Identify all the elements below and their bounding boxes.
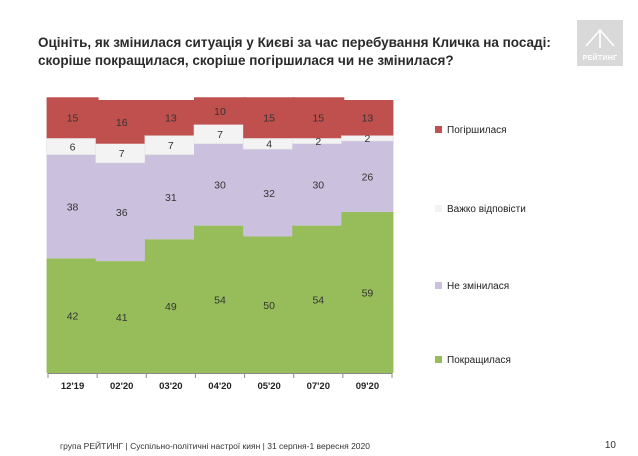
data-label: 16 xyxy=(116,117,128,129)
legend-label: Покращилася xyxy=(447,355,511,366)
data-label: 2 xyxy=(315,136,321,148)
bar-segment xyxy=(292,97,345,139)
data-label: 15 xyxy=(67,113,79,125)
data-label: 2 xyxy=(365,133,371,145)
data-label: 36 xyxy=(116,207,128,219)
data-label: 15 xyxy=(263,113,275,125)
legend-swatch xyxy=(435,282,442,289)
data-label: 38 xyxy=(67,201,79,213)
x-tick-label: 05'20 xyxy=(257,381,280,392)
bar-segment xyxy=(95,261,148,373)
data-label: 10 xyxy=(214,106,226,118)
bar-segment xyxy=(95,162,148,262)
x-tick-label: 04'20 xyxy=(208,381,231,392)
footer-text: група РЕЙТИНГ | Суспільно-політичні наст… xyxy=(60,441,370,451)
bar-segment xyxy=(341,140,394,212)
x-tick-label: 09'20 xyxy=(356,381,379,392)
legend-swatch xyxy=(435,205,442,212)
data-label: 50 xyxy=(263,300,275,312)
data-label: 31 xyxy=(165,192,177,204)
data-label: 59 xyxy=(362,287,374,299)
legend-swatch xyxy=(435,356,442,363)
bar-segment xyxy=(341,100,394,136)
legend-label: Погіршилася xyxy=(447,125,507,136)
legend-label: Не змінилася xyxy=(447,281,509,292)
bar-segment xyxy=(243,236,296,373)
data-label: 7 xyxy=(119,148,125,160)
data-label: 4 xyxy=(266,139,272,151)
data-label: 42 xyxy=(67,311,79,323)
logo-text: РЕЙТИНГ xyxy=(582,55,618,62)
bar-segment xyxy=(194,97,246,125)
data-label: 7 xyxy=(168,140,174,152)
bar-segment xyxy=(144,154,197,240)
x-tick-label: 03'20 xyxy=(159,381,182,392)
logo-mark-icon xyxy=(585,28,615,48)
bar-segment xyxy=(292,143,345,226)
data-label: 41 xyxy=(116,312,128,324)
x-tick-label: 07'20 xyxy=(307,381,330,392)
data-label: 13 xyxy=(362,113,374,125)
data-label: 26 xyxy=(362,171,374,183)
bar-segment xyxy=(95,100,148,144)
bar-segment xyxy=(243,149,296,237)
data-label: 49 xyxy=(165,301,177,313)
x-tick-label: 12'19 xyxy=(61,381,84,392)
data-label: 54 xyxy=(214,294,226,306)
data-label: 30 xyxy=(312,180,324,192)
bar-segment xyxy=(144,100,197,136)
data-label: 54 xyxy=(312,294,324,306)
data-label: 30 xyxy=(214,180,226,192)
data-label: 32 xyxy=(263,188,275,200)
bar-segment xyxy=(46,97,99,139)
bar-segment xyxy=(292,225,345,373)
legend-swatch xyxy=(435,126,442,133)
rating-logo: РЕЙТИНГ xyxy=(577,20,623,66)
legend-label: Важко відповісти xyxy=(447,204,526,215)
data-label: 15 xyxy=(312,113,324,125)
chart-title: Оцініть, як змінилася ситуація у Києві з… xyxy=(38,35,551,68)
bar-segment xyxy=(194,225,246,373)
bar-segment xyxy=(243,97,296,139)
x-tick-label: 02'20 xyxy=(110,381,133,392)
bar-segment xyxy=(46,258,99,373)
bar-segment xyxy=(194,143,246,226)
bar-segment xyxy=(46,154,99,259)
bar-segment xyxy=(144,239,197,373)
data-label: 6 xyxy=(70,141,76,153)
data-label: 7 xyxy=(217,129,223,141)
bar-segment xyxy=(341,211,394,373)
data-label: 13 xyxy=(165,113,177,125)
page-number: 10 xyxy=(604,440,616,451)
